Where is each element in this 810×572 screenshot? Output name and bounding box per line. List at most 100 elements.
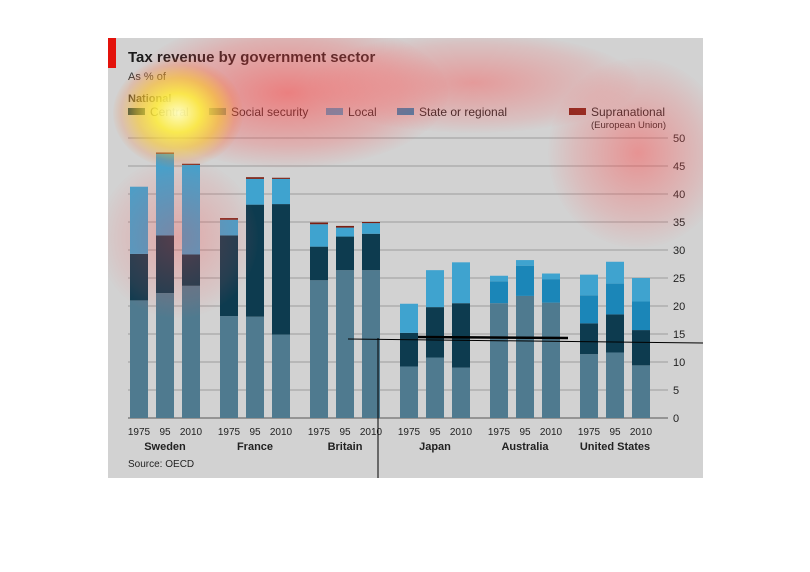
bar-segment [310, 280, 328, 418]
y-tick-label: 10 [673, 357, 685, 369]
legend-item-supranational: Supranational [569, 105, 665, 119]
bar-segment [400, 303, 418, 333]
x-tick-label: 2010 [360, 427, 383, 438]
x-tick-label: 2010 [450, 427, 473, 438]
brand-tab [108, 38, 116, 68]
country-label: United States [580, 441, 650, 453]
y-tick-label: 30 [673, 245, 685, 257]
x-tick-label: 2010 [630, 427, 653, 438]
bar-segment [362, 223, 380, 234]
bar-segment [542, 279, 560, 303]
bar-segment [362, 270, 380, 418]
bar-segment [632, 278, 650, 302]
x-tick-label: 95 [609, 427, 621, 438]
bar-segment [516, 265, 534, 296]
x-tick-label: 1975 [308, 427, 331, 438]
bar-segment [606, 352, 624, 418]
bar-segment [426, 307, 444, 358]
bar-segment [336, 236, 354, 271]
legend-note: (European Union) [591, 120, 666, 131]
bar-segment [336, 270, 354, 418]
source-note: Source: OECD [128, 459, 195, 470]
y-tick-label: 35 [673, 217, 685, 229]
bar-segment [310, 246, 328, 281]
y-tick-label: 40 [673, 189, 685, 201]
bar-segment [310, 224, 328, 247]
x-tick-label: 95 [519, 427, 531, 438]
bar-segment [606, 261, 624, 284]
bar-segment [156, 235, 174, 294]
bar-segment [220, 316, 238, 418]
bar-segment [400, 332, 418, 367]
bar-segment [246, 178, 264, 205]
y-tick-label: 0 [673, 413, 679, 425]
bar-segment [156, 152, 174, 154]
bar-segment [156, 293, 174, 418]
y-tick-label: 15 [673, 329, 685, 341]
bar-segment [220, 219, 238, 236]
bar-segment [310, 222, 328, 225]
bar-segment [452, 367, 470, 418]
y-tick-label: 20 [673, 301, 685, 313]
x-tick-label: 1975 [488, 427, 511, 438]
country-label: Australia [501, 441, 549, 453]
bar-segment [362, 233, 380, 271]
legend-swatch-supranational [569, 108, 586, 115]
x-tick-label: 2010 [540, 427, 563, 438]
bar-segment [220, 218, 238, 220]
legend-label-supranational: Supranational [591, 105, 666, 119]
y-tick-label: 50 [673, 133, 685, 145]
bar-segment [580, 274, 598, 296]
bar-segment [606, 283, 624, 315]
bar-segment [220, 235, 238, 317]
bar-segment [272, 177, 290, 179]
bar-segment [272, 204, 290, 335]
country-label: Japan [419, 441, 451, 453]
bar-segment [452, 303, 470, 368]
bar-segment [336, 225, 354, 228]
bar-segment [490, 281, 508, 304]
country-label: France [237, 441, 273, 453]
bar-segment [580, 323, 598, 355]
y-tick-label: 45 [673, 161, 685, 173]
bar-segment [516, 260, 534, 266]
x-tick-label: 95 [339, 427, 351, 438]
chart-plot-area: 0 5 10 15 20 25 30 35 40 45 50 1975 95 2010 Sweden 1975… [128, 133, 685, 453]
bar-segment [182, 163, 200, 165]
bar-segment [632, 365, 650, 418]
bar-segment [130, 186, 148, 254]
bar-segment [246, 316, 264, 418]
x-tick-label: 95 [159, 427, 171, 438]
bar-segment [182, 254, 200, 286]
bar-segment [426, 270, 444, 308]
bar-segment [246, 177, 264, 179]
y-tick-label: 25 [673, 273, 685, 285]
x-tick-label: 1975 [128, 427, 151, 438]
bar-segment [452, 262, 470, 304]
bar-segment [182, 285, 200, 418]
bar-segment [542, 302, 560, 418]
bar-segment [426, 357, 444, 418]
x-tick-label: 2010 [180, 427, 203, 438]
country-label: Britain [328, 441, 363, 453]
bar-segment [272, 334, 290, 418]
bar-segment [516, 295, 534, 418]
x-tick-label: 95 [249, 427, 261, 438]
bar-segment [130, 253, 148, 301]
chart-figure: Tax revenue by government sector As % of… [108, 38, 703, 478]
bar-segment [632, 301, 650, 331]
bar-segment [246, 204, 264, 317]
x-tick-label: 1975 [398, 427, 421, 438]
bar-segment [490, 303, 508, 418]
bar-segment [156, 153, 174, 236]
bar-segment [182, 164, 200, 255]
bar-segment [130, 300, 148, 418]
bar-segment [362, 222, 380, 224]
y-tick-label: 5 [673, 385, 679, 397]
bar-segment [336, 227, 354, 237]
bar-segment [606, 314, 624, 353]
bar-segment [580, 295, 598, 324]
bar-segment [400, 366, 418, 418]
bar-segment [490, 275, 508, 282]
x-tick-label: 1975 [218, 427, 241, 438]
